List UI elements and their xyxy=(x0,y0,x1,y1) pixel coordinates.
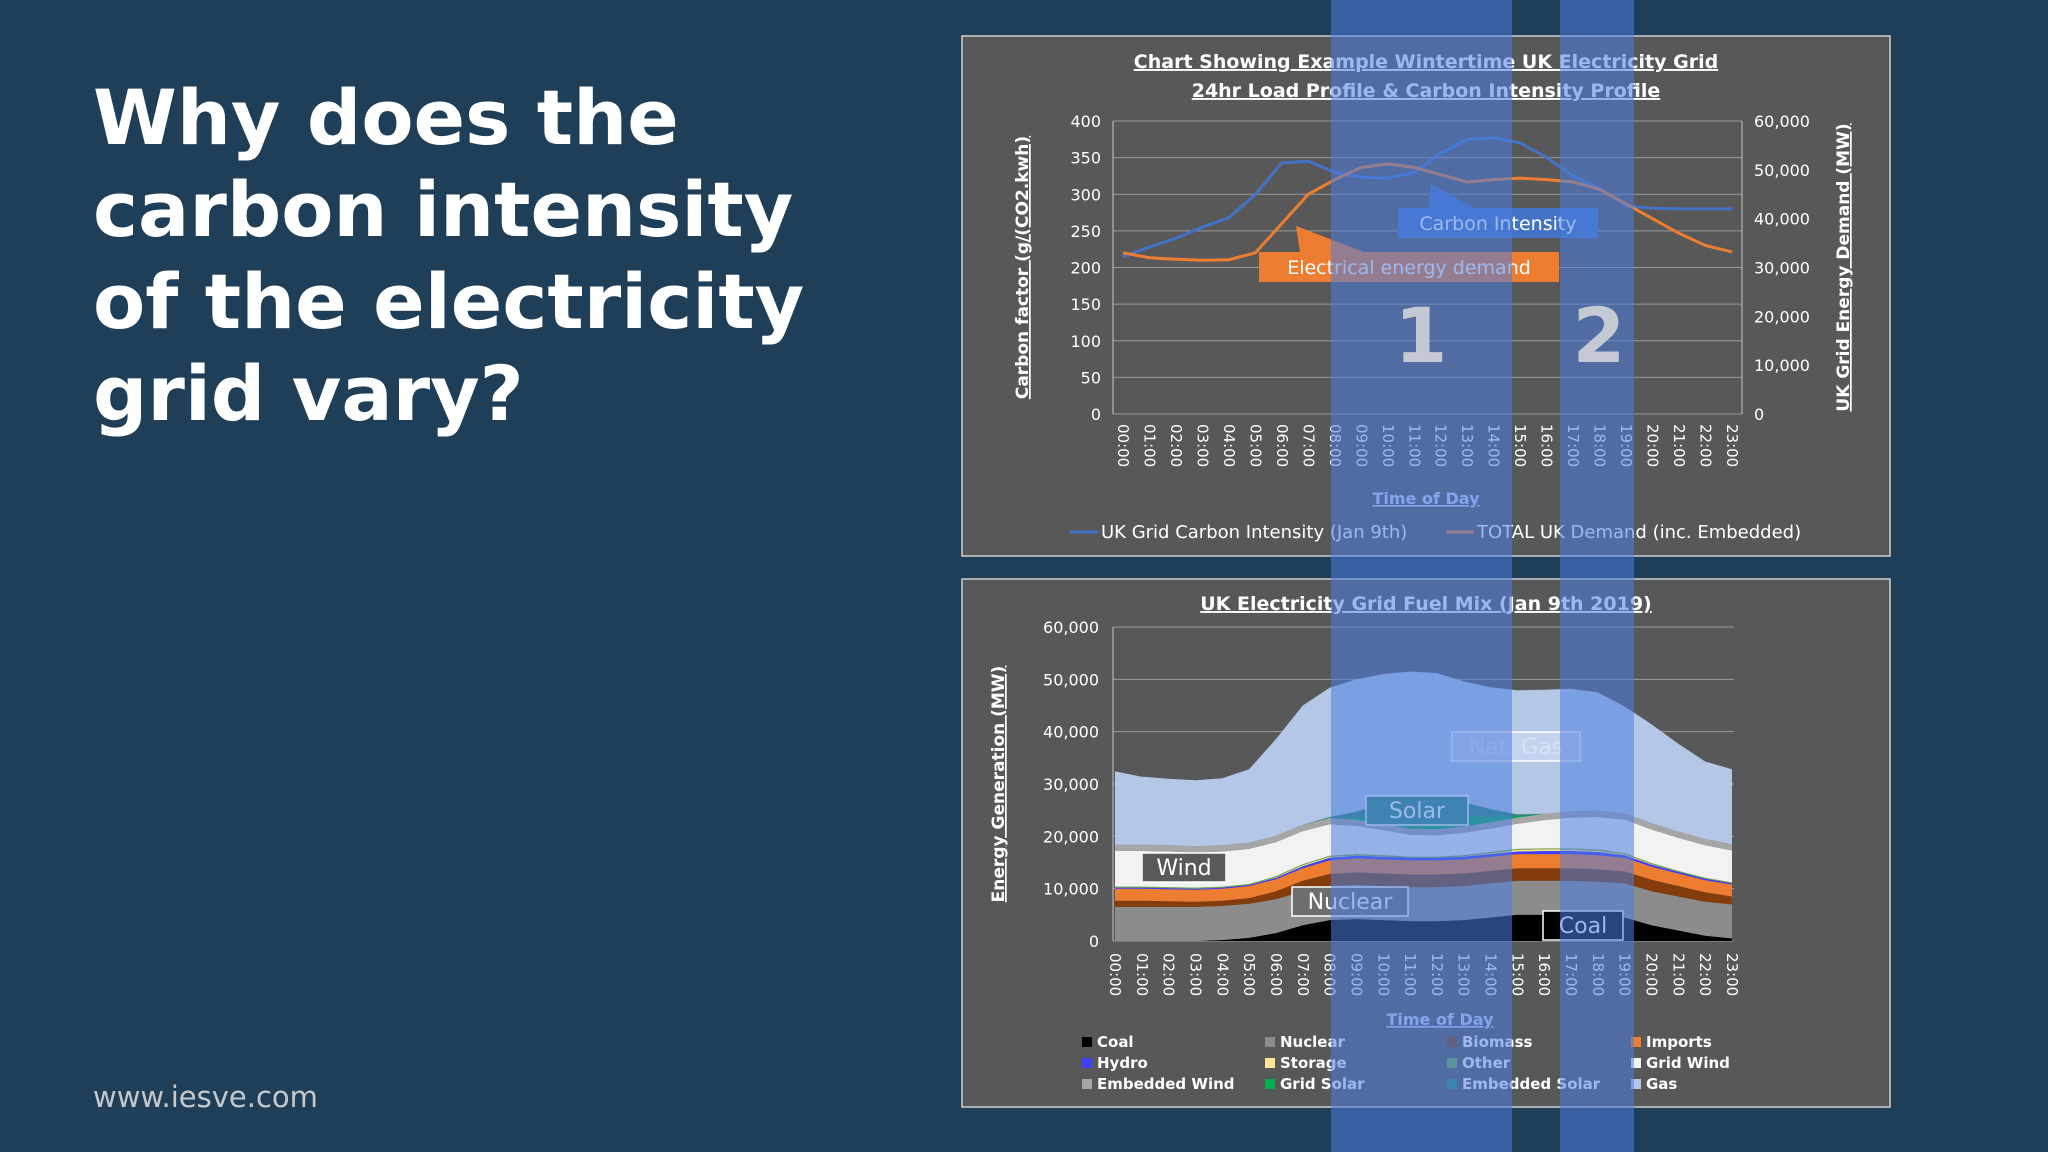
chart1-xtick-label: 20:00 xyxy=(1644,424,1662,467)
chart2-legend-swatch xyxy=(1265,1079,1275,1089)
chart2-legend-label: Coal xyxy=(1097,1033,1134,1051)
chart1-xtick-label: 02:00 xyxy=(1167,424,1185,467)
website-url: www.iesve.com xyxy=(93,1080,318,1114)
chart2-legend-swatch xyxy=(1082,1079,1092,1089)
chart1-xtick-label: 05:00 xyxy=(1246,424,1264,467)
chart1-xtick-label: 16:00 xyxy=(1538,424,1556,467)
chart2-legend-label: Storage xyxy=(1280,1054,1347,1072)
chart2-legend-swatch xyxy=(1082,1037,1092,1047)
chart2-legend-swatch xyxy=(1631,1037,1641,1047)
chart2-ylabel: Energy Generation (MW) xyxy=(989,666,1009,903)
heading-line-4: grid vary? xyxy=(93,349,524,438)
chart2-xtick-label: 04:00 xyxy=(1213,953,1231,996)
chart1-xtick-label: 04:00 xyxy=(1220,424,1238,467)
chart2-legend-label: Hydro xyxy=(1097,1054,1148,1072)
chart1-xtick-label: 23:00 xyxy=(1723,424,1741,467)
wind-label-box xyxy=(1141,852,1227,883)
chart2-ytick-label: 60,000 xyxy=(1043,618,1099,637)
highlight-band-2 xyxy=(1560,0,1634,1152)
chart1-ytick-label: 400 xyxy=(1070,112,1101,131)
chart2-xtick-label: 22:00 xyxy=(1696,953,1714,996)
chart2-xtick-label: 20:00 xyxy=(1643,953,1661,996)
heading-line-2: carbon intensity xyxy=(93,165,794,254)
chart1-ytick-label: 50 xyxy=(1081,368,1101,387)
chart1-y2tick-label: 60,000 xyxy=(1754,112,1810,131)
chart2-xtick-label: 15:00 xyxy=(1508,953,1526,996)
chart1-ytick-label: 300 xyxy=(1070,185,1101,204)
chart1-ytick-label: 150 xyxy=(1070,295,1101,314)
chart1-xtick-label: 00:00 xyxy=(1114,424,1132,467)
chart1-xtick-label: 21:00 xyxy=(1670,424,1688,467)
chart1-y2label: UK Grid Energy Demand (MW) xyxy=(1834,123,1854,411)
chart2-ytick-label: 50,000 xyxy=(1043,670,1099,689)
chart2-xtick-label: 02:00 xyxy=(1160,953,1178,996)
chart2-legend-label: Nuclear xyxy=(1280,1033,1346,1051)
chart2-xtick-label: 07:00 xyxy=(1294,953,1312,996)
chart2-legend-swatch xyxy=(1265,1058,1275,1068)
highlight-number-1: 1 xyxy=(1395,291,1448,380)
slide-heading: Why does the carbon intensity of the ele… xyxy=(93,72,805,440)
chart1-xtick-label: 01:00 xyxy=(1140,424,1158,467)
chart1-y2tick-label: 50,000 xyxy=(1754,161,1810,180)
chart2-xtick-label: 00:00 xyxy=(1106,953,1124,996)
highlight-band-1 xyxy=(1331,0,1512,1152)
chart2-legend-swatch xyxy=(1631,1079,1641,1089)
chart1-ytick-label: 350 xyxy=(1070,149,1101,168)
chart2-legend-label: Grid Wind xyxy=(1646,1054,1730,1072)
wind-label: Wind xyxy=(1156,856,1211,881)
chart1-xtick-label: 03:00 xyxy=(1193,424,1211,467)
chart2-xtick-label: 16:00 xyxy=(1535,953,1553,996)
chart2-ytick-label: 10,000 xyxy=(1043,880,1099,899)
chart1-ytick-label: 100 xyxy=(1070,332,1101,351)
chart2-legend-swatch xyxy=(1082,1058,1092,1068)
chart1-xtick-label: 15:00 xyxy=(1511,424,1529,467)
chart2-legend-label: Gas xyxy=(1646,1075,1677,1093)
chart2-legend-swatch xyxy=(1265,1037,1275,1047)
highlight-number-2: 2 xyxy=(1573,291,1626,380)
chart2-area-hydro xyxy=(1115,851,1732,890)
chart1-xtick-label: 07:00 xyxy=(1299,424,1317,467)
chart2-ytick-label: 30,000 xyxy=(1043,775,1099,794)
chart2-area-other xyxy=(1115,848,1732,889)
chart1-ytick-label: 250 xyxy=(1070,222,1101,241)
chart2-ytick-label: 40,000 xyxy=(1043,723,1099,742)
chart2-xtick-label: 05:00 xyxy=(1240,953,1258,996)
chart1-ylabel: Carbon factor (g/(CO2.kwh) xyxy=(1013,136,1033,399)
chart1-legend-label: UK Grid Carbon Intensity (Jan 9th) xyxy=(1101,522,1407,543)
chart2-xtick-label: 01:00 xyxy=(1133,953,1151,996)
chart2-xtick-label: 03:00 xyxy=(1186,953,1204,996)
chart1-legend-label: TOTAL UK Demand (inc. Embedded) xyxy=(1476,522,1801,543)
chart1-y2tick-label: 40,000 xyxy=(1754,210,1810,229)
chart2-ytick-label: 0 xyxy=(1089,932,1099,951)
chart2-xtick-label: 06:00 xyxy=(1267,953,1285,996)
chart1-y2tick-label: 20,000 xyxy=(1754,307,1810,326)
heading-line-1: Why does the xyxy=(93,73,679,162)
chart1-y2tick-label: 30,000 xyxy=(1754,259,1810,278)
chart2-legend-swatch xyxy=(1631,1058,1641,1068)
chart2-legend-label: Embedded Wind xyxy=(1097,1075,1235,1093)
chart2-ytick-label: 20,000 xyxy=(1043,827,1099,846)
chart1-xtick-label: 06:00 xyxy=(1273,424,1291,467)
chart2-xtick-label: 21:00 xyxy=(1669,953,1687,996)
chart1-ytick-label: 200 xyxy=(1070,259,1101,278)
chart2-legend-label: Imports xyxy=(1646,1033,1712,1051)
chart1-ytick-label: 0 xyxy=(1091,405,1101,424)
heading-line-3: of the electricity xyxy=(93,257,805,346)
chart2-xtick-label: 23:00 xyxy=(1723,953,1741,996)
chart1-xtick-label: 22:00 xyxy=(1697,424,1715,467)
chart1-y2tick-label: 0 xyxy=(1754,405,1764,424)
chart1-y2tick-label: 10,000 xyxy=(1754,356,1810,375)
